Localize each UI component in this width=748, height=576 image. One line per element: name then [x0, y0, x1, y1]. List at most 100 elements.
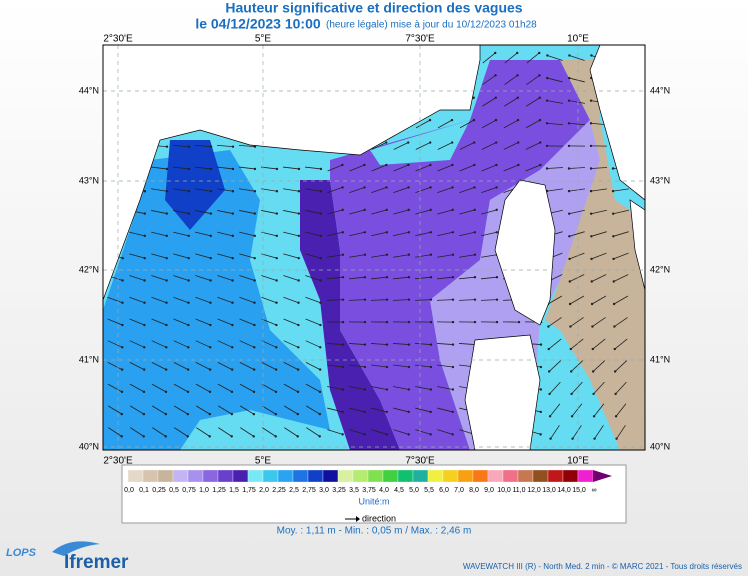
wave-arrow	[480, 299, 498, 301]
wave-arrow-head	[165, 301, 168, 304]
wave-arrow-head	[545, 99, 549, 102]
wave-arrow	[370, 299, 388, 301]
wave-arrow-head	[164, 412, 168, 416]
wave-arrow	[571, 403, 583, 417]
wave-arrow-head	[341, 186, 344, 189]
wave-arrow	[393, 187, 409, 193]
wave-arrow-head	[570, 415, 574, 418]
color-swatch	[593, 470, 612, 482]
wave-arrow-head	[319, 256, 322, 260]
wave-arrow-head	[231, 145, 235, 148]
wave-arrow	[591, 231, 607, 237]
wave-arrow	[437, 254, 453, 258]
wave-arrow	[107, 296, 123, 304]
direction-label: direction	[362, 513, 396, 523]
lon-label: 10°E	[567, 456, 589, 467]
wave-arrow	[239, 405, 255, 415]
color-swatch	[187, 469, 204, 483]
wave-arrow	[218, 427, 232, 437]
wave-arrow	[393, 209, 409, 215]
wave-arrow	[217, 340, 233, 348]
wave-arrow-head	[275, 212, 279, 215]
wave-arrow	[195, 340, 211, 348]
wave-arrow	[349, 386, 365, 390]
wave-arrow	[549, 381, 561, 395]
wave-arrow-head	[121, 279, 124, 282]
wave-arrow	[261, 362, 277, 370]
wave-arrow-head	[590, 280, 593, 283]
wave-arrow	[393, 364, 409, 368]
color-label: 6,0	[439, 487, 449, 494]
wave-arrow-head	[538, 74, 541, 77]
direction-arrow	[356, 516, 360, 522]
wave-arrow	[284, 427, 298, 437]
wave-arrow	[283, 405, 299, 415]
wave-arrow	[173, 210, 189, 214]
lat-label: 43°N	[650, 175, 670, 185]
color-label: 2,5	[289, 487, 299, 494]
wave-arrow-head	[451, 208, 454, 212]
wave-arrow-head	[341, 208, 344, 212]
wave-arrow-head	[230, 368, 234, 371]
wave-arrow-head	[451, 410, 454, 414]
land	[103, 45, 481, 301]
wave-arrow-head	[296, 412, 300, 416]
wave-arrow-head	[451, 298, 455, 301]
wave-arrow	[261, 296, 277, 304]
wave-arrow	[414, 343, 432, 345]
wave-arrow	[305, 253, 321, 259]
color-swatch	[502, 469, 519, 483]
wave-arrow	[173, 253, 189, 259]
wave-arrow	[283, 188, 299, 192]
wave-arrow-head	[165, 346, 168, 349]
wave-arrow-head	[516, 51, 519, 55]
wave-arrow	[437, 386, 453, 390]
wave-arrow-head	[363, 298, 367, 301]
color-swatch	[532, 469, 549, 483]
wave-arrow	[129, 296, 145, 304]
wave-arrow	[107, 340, 123, 348]
color-label: 2,0	[259, 487, 269, 494]
wave-arrow-head	[363, 410, 366, 414]
wave-arrow-head	[186, 435, 189, 438]
wave-arrow	[195, 383, 211, 393]
color-swatch	[142, 469, 159, 483]
wave-arrow-head	[231, 323, 234, 327]
wave-arrow-head	[568, 302, 572, 306]
wave-arrow-head	[385, 253, 389, 256]
wave-arrow	[481, 164, 497, 172]
wave-arrow	[571, 381, 583, 395]
wave-arrow-head	[319, 167, 323, 171]
wave-arrow-head	[318, 435, 321, 438]
wave-arrow	[239, 210, 255, 214]
color-label: 3,75	[362, 487, 376, 494]
wave-arrow	[593, 403, 605, 417]
wave-arrow-head	[164, 390, 168, 394]
lat-label: 43°N	[79, 175, 99, 185]
wave-arrow	[305, 188, 321, 192]
wave-arrow	[305, 166, 321, 170]
wave-arrow	[239, 296, 255, 304]
wave-arrow-head	[590, 257, 593, 261]
wave-arrow	[217, 231, 233, 237]
wave-arrow	[568, 167, 586, 169]
color-swatch	[487, 469, 504, 483]
wave-arrow-head	[275, 256, 278, 260]
wave-arrow-head	[274, 390, 278, 394]
wave-arrow	[283, 210, 299, 214]
wave-arrow-head	[517, 320, 521, 324]
wave-arrow	[371, 407, 387, 413]
wave-arrow	[526, 75, 540, 85]
color-label: 2,75	[302, 487, 316, 494]
wave-arrow	[547, 100, 563, 104]
wave-arrow	[261, 318, 277, 326]
wave-arrow	[371, 209, 387, 215]
wave-arrow	[217, 318, 233, 326]
wave-arrow	[546, 122, 564, 126]
map: 2°30'E 2°30'E 5°E 5°E 7°30'E 7°30'E 10°E 10°E 44…	[79, 34, 670, 467]
wave-arrow-head	[429, 231, 433, 234]
color-swatch	[172, 469, 189, 483]
wave-arrow-head	[143, 234, 146, 238]
wave-arrow-head	[297, 212, 301, 215]
wave-arrow	[349, 254, 365, 258]
